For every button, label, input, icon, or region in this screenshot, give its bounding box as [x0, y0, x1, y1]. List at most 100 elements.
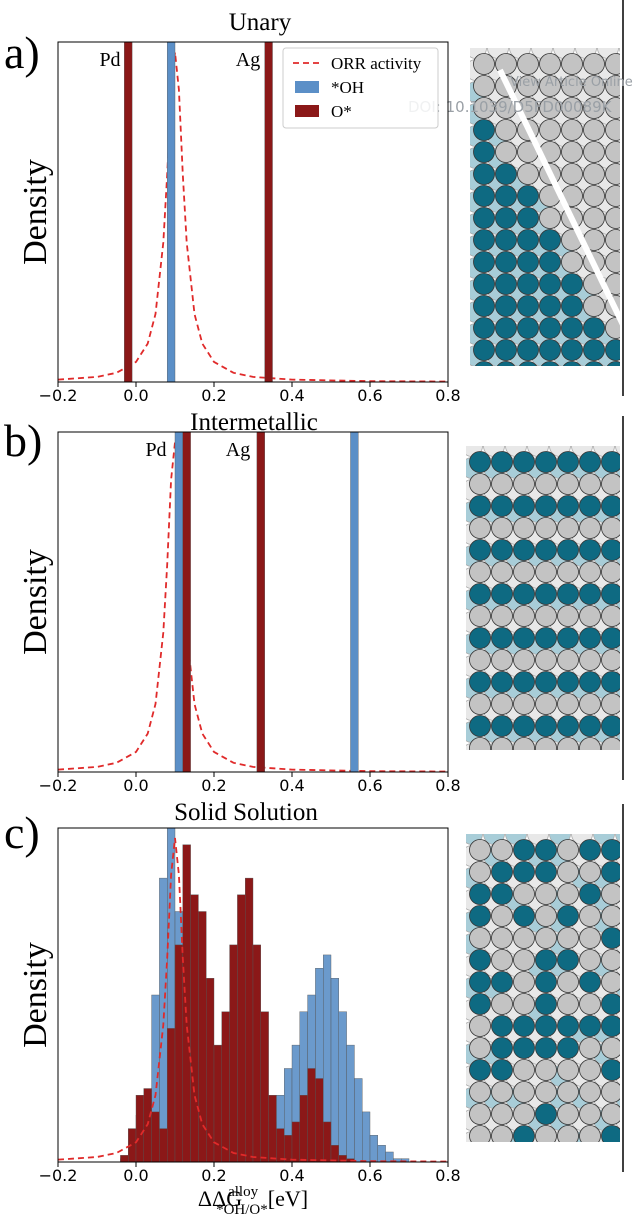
atom [579, 905, 601, 927]
atom [539, 207, 561, 229]
atom [513, 993, 535, 1015]
atom [469, 627, 491, 649]
atom-slab [466, 834, 637, 1175]
atom [469, 839, 491, 861]
atom [535, 671, 557, 693]
histogram-bar [256, 431, 265, 773]
atom [469, 605, 491, 627]
atom [473, 141, 495, 163]
atom [473, 207, 495, 229]
x-tick-label: 0.0 [123, 776, 148, 795]
atom [535, 993, 557, 1015]
atom [473, 97, 495, 119]
atom-back [615, 446, 620, 456]
watermark: DOI: 10.1039/D5FD00089K [408, 98, 613, 116]
atom [535, 561, 557, 583]
atom [491, 715, 513, 737]
atom [535, 1103, 557, 1125]
atom-back [506, 766, 527, 787]
atom [469, 861, 491, 883]
atom [579, 1059, 601, 1081]
atom [473, 185, 495, 207]
atom [513, 451, 535, 473]
atom [579, 1015, 601, 1037]
atom [601, 1103, 620, 1125]
atom [535, 737, 557, 750]
atom [601, 649, 620, 671]
atom-back [510, 368, 531, 389]
atom [513, 693, 535, 715]
atom [583, 119, 605, 141]
histogram-bar [315, 1078, 324, 1163]
atom [513, 539, 535, 561]
atom [469, 495, 491, 517]
atom [601, 927, 620, 949]
atom [473, 119, 495, 141]
histogram-bar [166, 41, 176, 383]
atom [469, 949, 491, 971]
chart-title: Solid Solution [174, 799, 318, 826]
legend-swatch [295, 81, 319, 93]
x-tick-label: 0.6 [357, 386, 382, 405]
x-tick-label: 0.2 [201, 386, 226, 405]
atom [539, 75, 561, 97]
atom [495, 317, 517, 339]
histogram-bar [354, 1078, 363, 1163]
atom [495, 207, 517, 229]
atom [491, 927, 513, 949]
atom [579, 715, 601, 737]
atom [579, 1081, 601, 1103]
atom [491, 495, 513, 517]
atom-back [488, 368, 509, 389]
atom-back [616, 1154, 637, 1175]
atom [517, 273, 539, 295]
atom [495, 141, 517, 163]
atom [557, 649, 579, 671]
annotation: Pd [99, 49, 120, 71]
atom [579, 495, 601, 517]
atom [562, 361, 582, 366]
atom [513, 1037, 535, 1059]
histogram-bar [307, 1068, 316, 1163]
atom [583, 163, 605, 185]
atom [539, 317, 561, 339]
atom [601, 993, 620, 1015]
atom [561, 273, 583, 295]
atom [535, 1015, 557, 1037]
atom [605, 251, 620, 273]
atom [535, 473, 557, 495]
atom [473, 75, 495, 97]
atom [513, 971, 535, 993]
atom [535, 1059, 557, 1081]
slab-edge [497, 68, 620, 326]
atom [469, 883, 491, 905]
atom [557, 1125, 579, 1142]
atom [535, 693, 557, 715]
atom [491, 905, 513, 927]
histogram-bar [124, 41, 133, 383]
atom [557, 905, 579, 927]
atom [579, 927, 601, 949]
atom-back [550, 1154, 571, 1175]
atom [557, 605, 579, 627]
atom [495, 163, 517, 185]
atom [491, 649, 513, 671]
atom [605, 141, 620, 163]
atom [540, 361, 560, 366]
orr-curve [57, 442, 449, 773]
atom [584, 361, 604, 366]
atom [473, 295, 495, 317]
x-tick-label: −0.2 [39, 776, 78, 795]
atom [601, 1015, 620, 1037]
histogram-bar [264, 41, 273, 383]
atom [491, 1081, 513, 1103]
atom-back [528, 1154, 549, 1175]
atom-back [615, 834, 620, 844]
atom [469, 693, 491, 715]
atom [579, 583, 601, 605]
atom [535, 1125, 557, 1142]
atom [601, 971, 620, 993]
chart-title: Unary [229, 9, 292, 36]
atom [513, 737, 535, 750]
atom [601, 517, 620, 539]
